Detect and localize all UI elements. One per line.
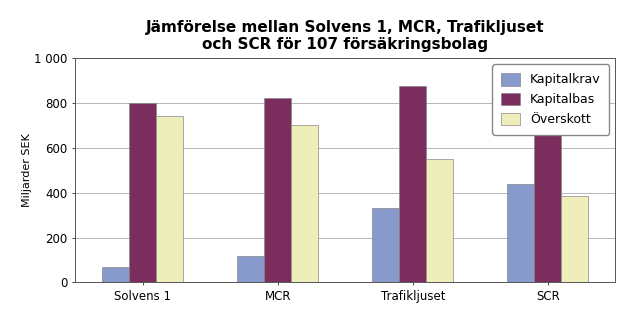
Bar	[156, 116, 183, 282]
Bar	[534, 98, 561, 282]
Bar	[102, 267, 129, 282]
Bar	[399, 86, 426, 282]
Bar	[129, 103, 156, 282]
Bar	[507, 184, 534, 282]
Bar	[372, 208, 399, 282]
Bar	[264, 98, 291, 282]
Bar	[291, 125, 318, 282]
Bar	[561, 196, 588, 282]
Title: Jämförelse mellan Solvens 1, MCR, Trafikljuset
och SCR för 107 försäkringsbolag: Jämförelse mellan Solvens 1, MCR, Trafik…	[146, 20, 544, 52]
Y-axis label: Miljarder SEK: Miljarder SEK	[21, 133, 31, 207]
Bar	[426, 159, 453, 282]
Bar	[237, 256, 264, 282]
Legend: Kapitalkrav, Kapitalbas, Överskott: Kapitalkrav, Kapitalbas, Överskott	[492, 64, 609, 135]
